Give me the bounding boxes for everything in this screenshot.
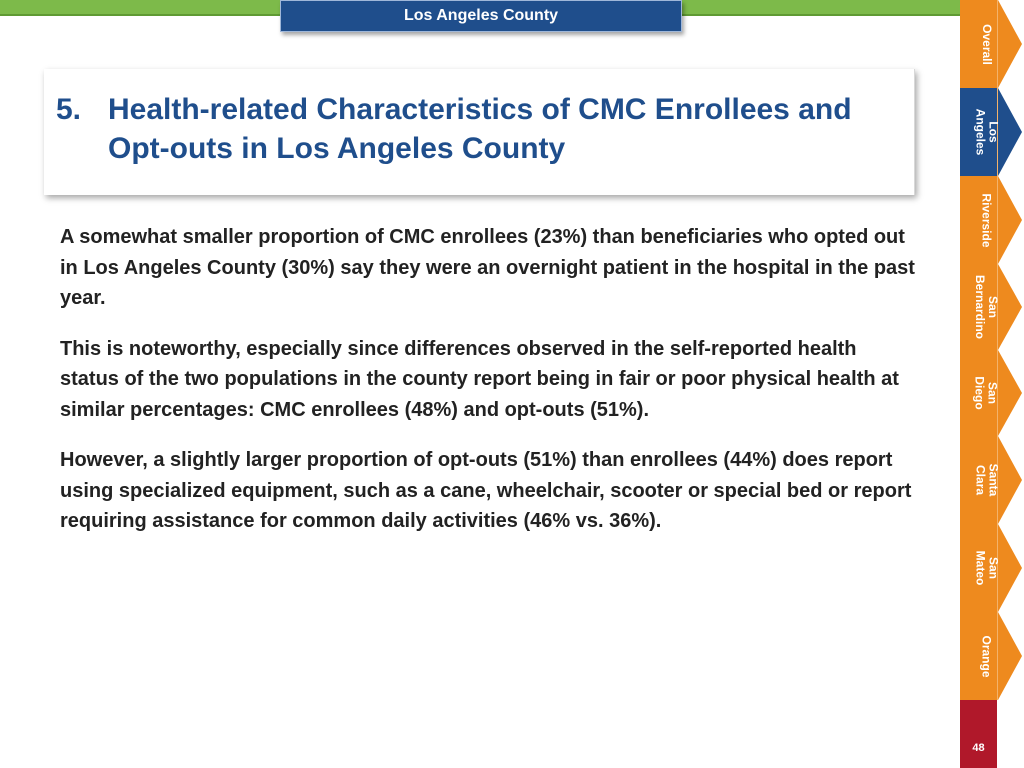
page-number: 48 (972, 742, 985, 754)
nav-tab-riverside[interactable]: Riverside (960, 176, 1022, 264)
nav-tab-los-angeles[interactable]: Los Angeles (960, 88, 1022, 176)
nav-tab-overall[interactable]: Overall (960, 0, 1022, 88)
county-banner: Los Angeles County (280, 0, 682, 32)
paragraph: However, a slightly larger proportion of… (60, 449, 912, 532)
page-number-box (960, 700, 997, 768)
nav-tab-san-bernardino[interactable]: San Bernardino (960, 264, 1022, 350)
section-number: 5. (56, 93, 82, 126)
paragraph: This is noteworthy, especially since dif… (60, 337, 899, 421)
nav-tab-san-mateo[interactable]: San Mateo (960, 524, 1022, 612)
nav-tab-orange[interactable]: Orange (960, 612, 1022, 700)
nav-tab-san-diego[interactable]: San Diego (960, 350, 1022, 436)
page-title: 5. Health-related Characteristics of CMC… (56, 90, 906, 168)
nav-tab-santa-clara[interactable]: Santa Clara (960, 436, 1022, 524)
title-panel (44, 69, 915, 195)
county-nav-sidebar: Overall Los Angeles Riverside San Bernar… (960, 0, 1024, 768)
section-title: Health-related Characteristics of CMC En… (108, 93, 852, 165)
paragraph: A somewhat smaller proportion of CMC enr… (60, 226, 915, 309)
body-content: A somewhat smaller proportion of CMC enr… (60, 222, 920, 557)
